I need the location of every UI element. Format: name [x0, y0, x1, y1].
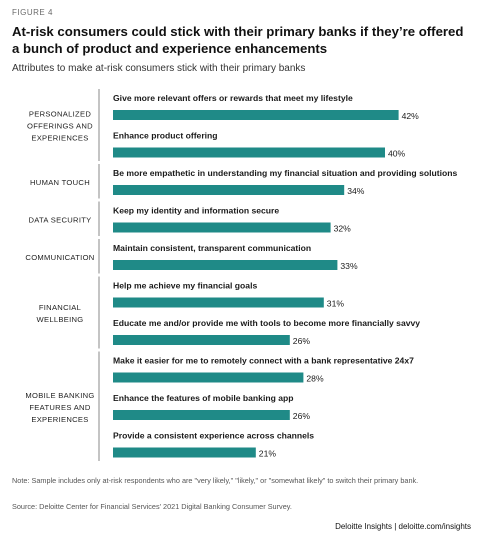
bar	[113, 185, 345, 195]
bar	[113, 222, 331, 233]
group-label: FEATURES AND	[29, 403, 90, 412]
group-label: WELLBEING	[36, 315, 83, 324]
bar-category-label: Educate me and/or provide me with tools …	[113, 318, 420, 328]
group-label: DATA SECURITY	[28, 215, 91, 224]
bar-category-label: Provide a consistent experience across c…	[113, 431, 314, 441]
bar-value-label: 28%	[306, 374, 324, 384]
group-label: HUMAN TOUCH	[30, 178, 90, 187]
group-label: MOBILE BANKING	[25, 391, 94, 400]
group-label: EXPERIENCES	[31, 134, 88, 143]
bar	[113, 372, 304, 383]
bar-value-label: 33%	[340, 261, 358, 271]
chart-title: At-risk consumers could stick with their…	[12, 24, 464, 56]
chart-note: Note: Sample includes only at-risk respo…	[12, 476, 419, 485]
bar-category-label: Maintain consistent, transparent communi…	[113, 243, 311, 253]
bar-value-label: 34%	[347, 186, 365, 196]
bar-value-label: 42%	[402, 111, 420, 121]
figure-label: FIGURE 4	[12, 8, 53, 17]
bar	[113, 147, 385, 158]
group-label: EXPERIENCES	[31, 415, 88, 424]
bar-category-label: Make it easier for me to remotely connec…	[113, 356, 414, 366]
chart-subtitle: Attributes to make at-risk consumers sti…	[12, 63, 306, 74]
bar-category-label: Enhance the features of mobile banking a…	[113, 393, 294, 403]
bar-category-label: Be more empathetic in understanding my f…	[113, 168, 457, 178]
group-label: COMMUNICATION	[25, 253, 94, 262]
bar-value-label: 40%	[388, 149, 406, 159]
bar-value-label: 26%	[293, 411, 311, 421]
bar	[113, 447, 256, 458]
bar	[113, 335, 290, 345]
bar-category-label: Enhance product offering	[113, 131, 218, 141]
bar-value-label: 31%	[327, 299, 345, 309]
bar	[113, 110, 399, 120]
group-label: FINANCIAL	[39, 303, 81, 312]
bar-value-label: 32%	[334, 224, 352, 234]
bar-category-label: Give more relevant offers or rewards tha…	[113, 93, 353, 103]
bar-category-label: Help me achieve my financial goals	[113, 281, 257, 291]
bar	[113, 297, 324, 308]
bar	[113, 260, 338, 270]
bar	[113, 410, 290, 420]
chart-source: Source: Deloitte Center for Financial Se…	[12, 502, 292, 511]
bar-value-label: 21%	[259, 449, 277, 459]
group-label: PERSONALIZED	[29, 110, 91, 119]
bar-category-label: Keep my identity and information secure	[113, 206, 279, 216]
footer-credit: Deloitte Insights | deloitte.com/insight…	[335, 522, 471, 531]
group-label: OFFERINGS AND	[27, 122, 93, 131]
bar-value-label: 26%	[293, 336, 311, 346]
